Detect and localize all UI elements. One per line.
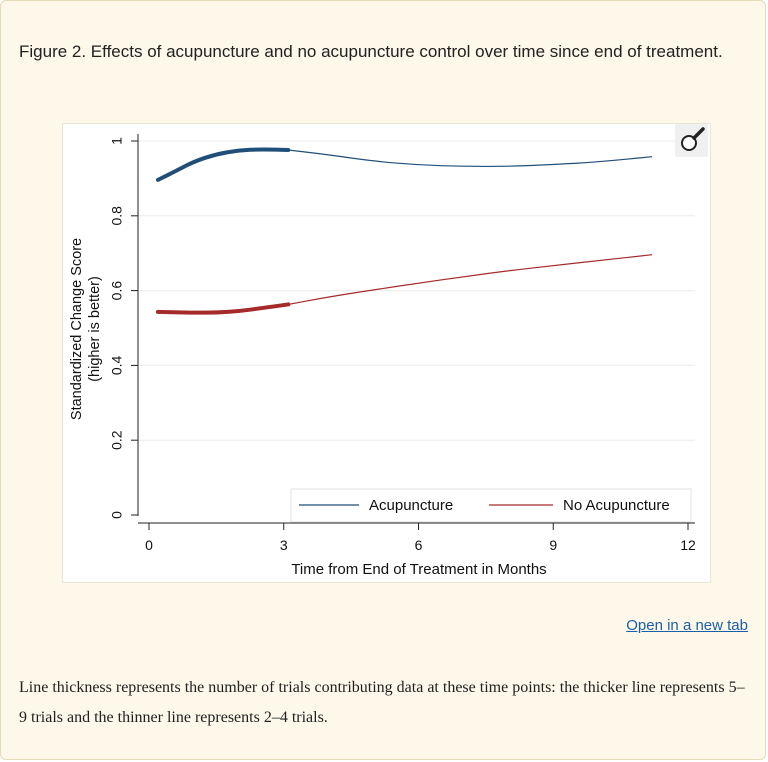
x-tick-label: 6 [415,537,423,553]
x-tick-label: 9 [549,537,557,553]
figure-caption: Figure 2. Effects of acupuncture and no … [19,42,723,61]
x-tick-label: 0 [145,537,153,553]
series-line-thin-no-acupuncture [288,254,653,306]
y-tick-label: 0.2 [109,430,125,450]
series-line-thick-acupuncture [155,147,291,182]
y-tick-label: 0.4 [109,355,125,375]
chart-svg: 0 0.2 0.4 0.6 0.8 1 0 3 6 9 12 Time from End of Tre… [69,134,696,578]
open-in-new-tab-link[interactable]: Open in a new tab [626,617,748,634]
y-tick-label: 0.8 [109,206,125,226]
y-axis-title-line2: (higher is better) [87,276,103,382]
y-tick-label: 0 [109,511,125,519]
x-tick-label: 3 [280,537,288,553]
legend-label-no-acupuncture: No Acupuncture [563,497,670,514]
y-tick-label: 0.6 [109,281,125,301]
y-tick-label: 1 [109,137,125,145]
figure-image[interactable]: 0 0.2 0.4 0.6 0.8 1 0 3 6 9 12 Time from End of Tre… [62,123,711,583]
series-line-thick-no-acupuncture [155,302,291,315]
x-tick-label: 12 [680,537,696,553]
legend-label-acupuncture: Acupuncture [369,497,453,514]
figure-footnote: Line thickness represents the number of … [19,679,745,726]
x-axis-title: Time from End of Treatment in Months [291,561,546,578]
series-line-thin-acupuncture [288,149,653,168]
magnifier-icon[interactable] [675,124,708,157]
y-axis-title-line1: Standardized Change Score [69,238,85,420]
